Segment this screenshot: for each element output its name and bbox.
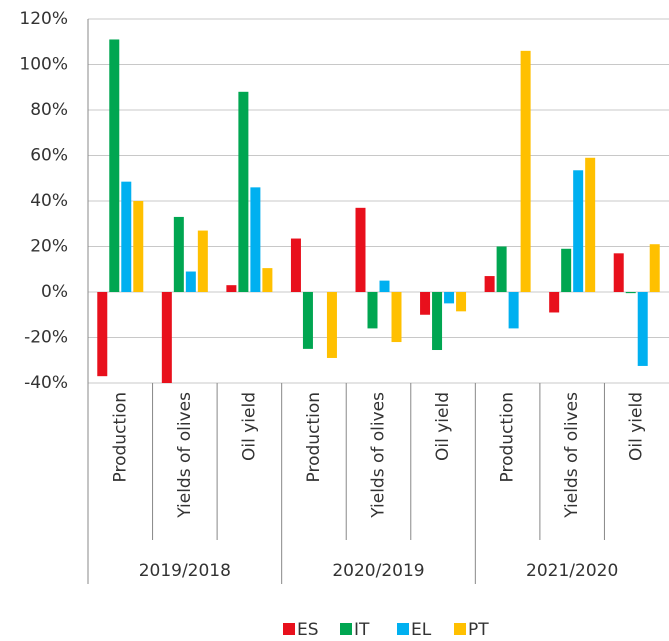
bar <box>637 292 648 366</box>
bar <box>197 230 208 292</box>
x-tick-label: Yields of olives <box>175 392 195 519</box>
bar <box>573 170 584 292</box>
bar <box>290 238 301 292</box>
bar <box>549 292 560 313</box>
bar <box>496 246 507 292</box>
bar <box>561 248 572 292</box>
bar <box>613 253 624 292</box>
x-tick-label: Yields of olives <box>562 392 582 519</box>
y-tick-label: -20% <box>24 328 68 348</box>
bar <box>379 280 390 292</box>
bar <box>444 292 455 304</box>
y-tick-label: 120% <box>19 9 68 29</box>
bar <box>173 216 184 292</box>
legend-swatch <box>283 623 295 635</box>
bar <box>649 244 660 292</box>
bar <box>585 157 596 292</box>
bar <box>302 292 313 349</box>
group-label: 2020/2019 <box>332 561 424 581</box>
y-tick-label: 20% <box>30 237 68 257</box>
bar <box>250 187 261 292</box>
x-tick-label: Production <box>304 392 324 482</box>
group-label: 2021/2020 <box>526 561 618 581</box>
y-tick-label: 80% <box>30 100 68 120</box>
bar <box>432 292 443 351</box>
bar <box>367 292 378 329</box>
bar <box>133 201 144 292</box>
legend-swatch <box>340 623 352 635</box>
legend-label: IT <box>354 620 370 640</box>
x-tick-label: Yields of olives <box>369 392 389 519</box>
bar <box>420 292 431 315</box>
y-tick-label: 100% <box>19 55 68 75</box>
x-tick-label: Production <box>498 392 518 482</box>
bar <box>226 285 237 292</box>
legend-label: PT <box>468 620 489 640</box>
bar <box>520 50 531 292</box>
x-tick-label: Oil yield <box>433 392 453 461</box>
bar <box>391 292 402 343</box>
bar <box>161 292 172 383</box>
bar <box>508 292 519 329</box>
bar <box>97 292 108 377</box>
legend-swatch <box>454 623 466 635</box>
y-tick-label: -40% <box>24 373 68 393</box>
bar <box>109 39 120 292</box>
bar <box>484 276 495 292</box>
legend-label: ES <box>297 620 319 640</box>
legend-swatch <box>397 623 409 635</box>
legend-label: EL <box>411 620 432 640</box>
bar <box>456 292 467 312</box>
bar <box>355 207 366 292</box>
bar <box>326 292 337 358</box>
bar <box>121 181 132 292</box>
bar <box>238 91 249 292</box>
x-tick-label: Production <box>110 392 130 482</box>
y-tick-label: 40% <box>30 191 68 211</box>
group-label: 2019/2018 <box>139 561 231 581</box>
x-tick-label: Oil yield <box>239 392 259 461</box>
bar <box>185 271 196 292</box>
y-tick-label: 0% <box>41 282 68 302</box>
y-tick-label: 60% <box>30 146 68 166</box>
bar <box>262 268 273 292</box>
bar <box>625 292 636 294</box>
x-tick-label: Oil yield <box>627 392 647 461</box>
